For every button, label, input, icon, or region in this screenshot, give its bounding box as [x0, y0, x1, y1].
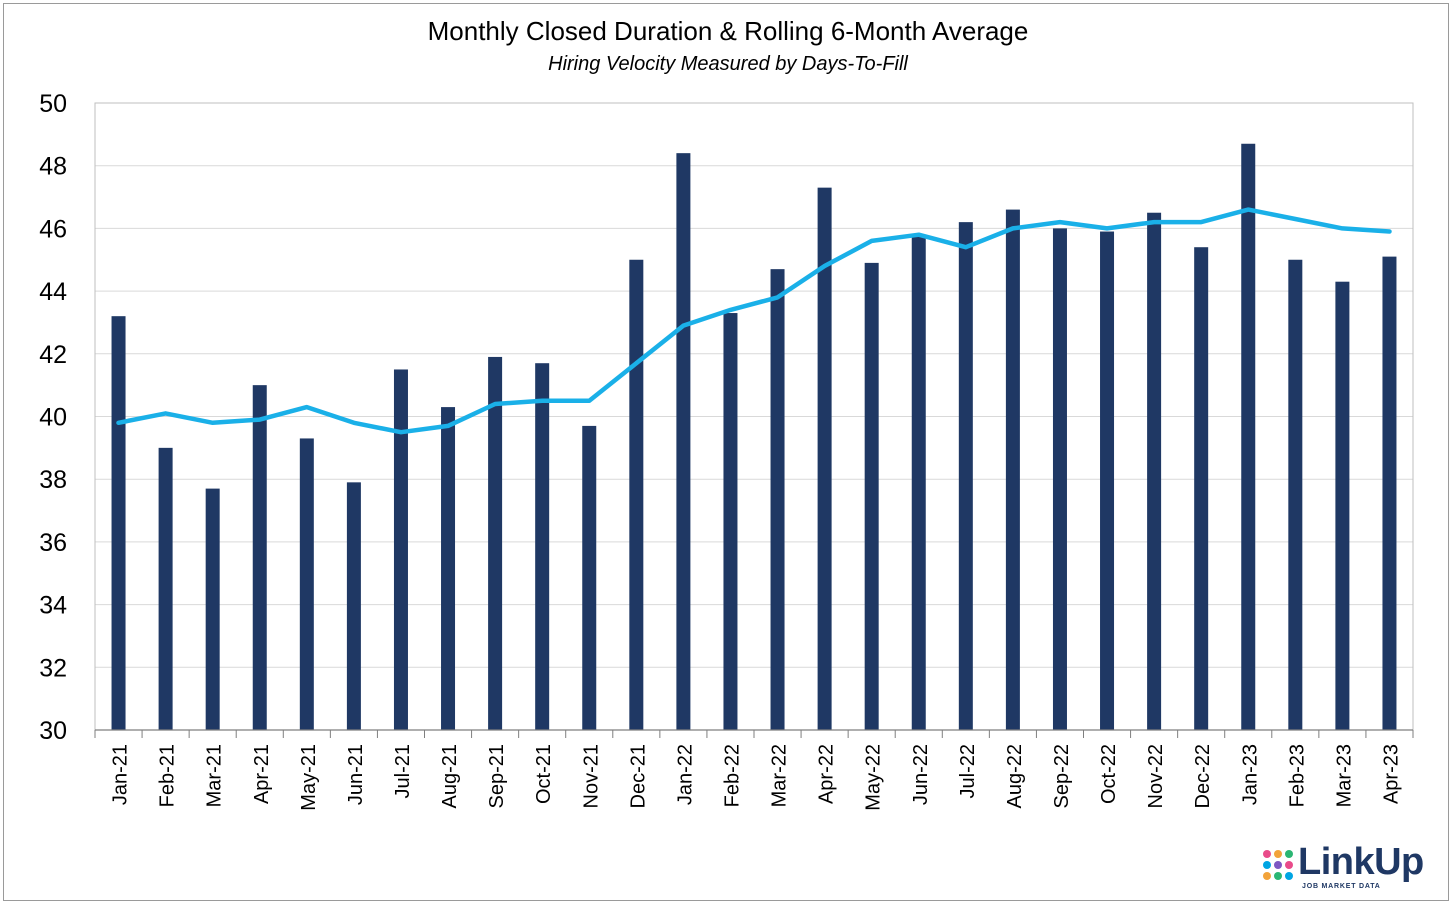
bar	[299, 438, 314, 730]
x-tick-label: Feb-21	[157, 744, 179, 807]
bar	[346, 482, 361, 730]
x-tick-label: Jul-22	[957, 744, 979, 798]
x-tick-label: Oct-22	[1098, 744, 1120, 804]
bar	[1005, 209, 1020, 731]
x-tick-label: Jun-22	[910, 744, 932, 805]
x-tick-label: Feb-23	[1286, 744, 1308, 807]
x-tick-label: Nov-21	[580, 744, 602, 808]
bar-series	[111, 143, 1397, 731]
x-tick-label: Dec-21	[627, 744, 649, 808]
logo-dot	[1285, 850, 1293, 858]
bar	[158, 447, 173, 730]
bar	[817, 187, 832, 730]
logo-dot	[1285, 872, 1293, 880]
logo-dot	[1285, 861, 1293, 869]
x-tick-label: Mar-21	[204, 744, 226, 807]
y-tick-label: 46	[39, 215, 67, 243]
y-tick-label: 44	[39, 278, 67, 306]
bar	[1100, 231, 1115, 730]
bar	[393, 369, 408, 730]
x-tick-label: May-22	[863, 744, 885, 811]
bar	[864, 262, 879, 730]
x-tick-label: Oct-21	[533, 744, 555, 804]
x-tick-label: Apr-21	[251, 744, 273, 804]
y-tick-label: 34	[39, 592, 67, 620]
logo-dot	[1263, 861, 1271, 869]
y-tick-label: 48	[39, 153, 67, 181]
bar	[205, 488, 220, 730]
bar	[1194, 247, 1209, 730]
bar	[676, 153, 691, 730]
x-tick-label: May-21	[298, 744, 320, 811]
rolling-average-line	[116, 207, 1392, 435]
line-series	[116, 207, 1392, 435]
x-tick-label: Sep-21	[486, 744, 508, 809]
axes: 30 32 34 36 38 40 42 44 46 48 50 Jan-21 Feb-21 Mar-21…	[39, 90, 1414, 811]
gridlines	[95, 102, 1413, 668]
bar	[723, 313, 738, 730]
bar	[1241, 143, 1256, 730]
x-tick-label: Jan-21	[110, 744, 132, 805]
x-tick-label: Mar-22	[769, 744, 791, 807]
bar	[911, 234, 926, 731]
logo-dot	[1263, 872, 1271, 880]
chart-subtitle: Hiring Velocity Measured by Days-To-Fill	[548, 53, 908, 75]
logo-dots-icon	[1263, 850, 1293, 880]
logo-wordmark: LinkUp	[1298, 841, 1424, 883]
bar	[1052, 228, 1067, 730]
logo-tagline: JOB MARKET DATA	[1302, 883, 1381, 890]
bar	[1382, 256, 1397, 730]
y-tick-label: 38	[39, 466, 67, 494]
linkup-logo: LinkUp JOB MARKET DATA	[1262, 841, 1442, 891]
x-tick-label: Jan-22	[674, 744, 696, 805]
chart-title: Monthly Closed Duration & Rolling 6-Mont…	[427, 16, 1029, 46]
logo-dot	[1274, 861, 1282, 869]
bar	[1288, 259, 1303, 730]
bar	[958, 222, 973, 730]
y-tick-label: 36	[39, 529, 67, 557]
bar	[488, 356, 503, 730]
bar	[582, 425, 597, 730]
bar	[1147, 212, 1162, 731]
y-tick-label: 42	[39, 341, 67, 369]
logo-dot	[1274, 872, 1282, 880]
x-tick-label: Aug-21	[439, 744, 461, 809]
logo-dot	[1263, 850, 1271, 858]
x-tick-label: Feb-22	[721, 744, 743, 807]
x-tick-label: Apr-23	[1380, 744, 1402, 804]
x-tick-label: Mar-23	[1333, 744, 1355, 807]
y-tick-label: 32	[39, 654, 67, 682]
y-tick-label: 30	[39, 717, 67, 745]
y-tick-label: 50	[39, 90, 67, 118]
x-tick-label: Aug-22	[1004, 744, 1026, 809]
x-tick-label: Jan-23	[1239, 744, 1261, 805]
x-tick-label: Jun-21	[345, 744, 367, 805]
bar	[1335, 281, 1350, 730]
bar	[535, 363, 550, 730]
y-tick-label: 40	[39, 404, 67, 432]
x-tick-label: Nov-22	[1145, 744, 1167, 808]
bar	[629, 259, 644, 730]
logo-dot	[1274, 850, 1282, 858]
x-tick-label: Sep-22	[1051, 744, 1073, 809]
bar	[770, 269, 785, 730]
bar	[252, 385, 267, 730]
bar	[441, 407, 456, 730]
x-tick-label: Jul-21	[392, 744, 414, 798]
x-tick-label: Dec-22	[1192, 744, 1214, 808]
bar	[111, 316, 126, 730]
x-tick-label: Apr-22	[816, 744, 838, 804]
